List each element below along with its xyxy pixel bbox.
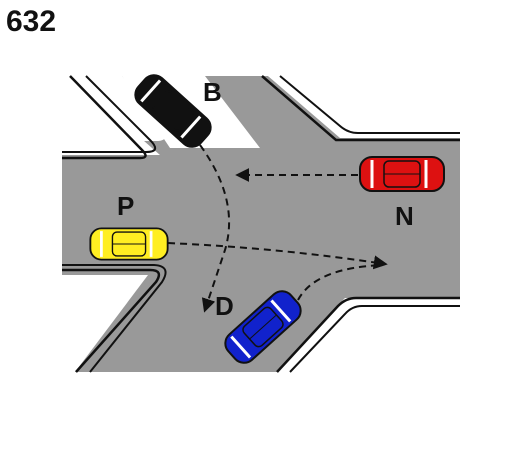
movement-paths (167, 144, 388, 313)
path-P-straight (167, 242, 388, 270)
sidewalk-bottom-right (277, 298, 460, 372)
label-B: B (203, 77, 222, 107)
car-N (358, 155, 446, 193)
car-P (88, 226, 170, 262)
sidewalk-top-right (268, 76, 460, 138)
label-N: N (395, 201, 414, 231)
sidewalk-bottom-left (62, 275, 148, 372)
path-D-turn (297, 264, 383, 301)
label-P: P (117, 191, 134, 221)
label-D: D (215, 291, 234, 321)
sidewalk-top-left (62, 76, 166, 141)
question-number: 632 (6, 5, 57, 38)
